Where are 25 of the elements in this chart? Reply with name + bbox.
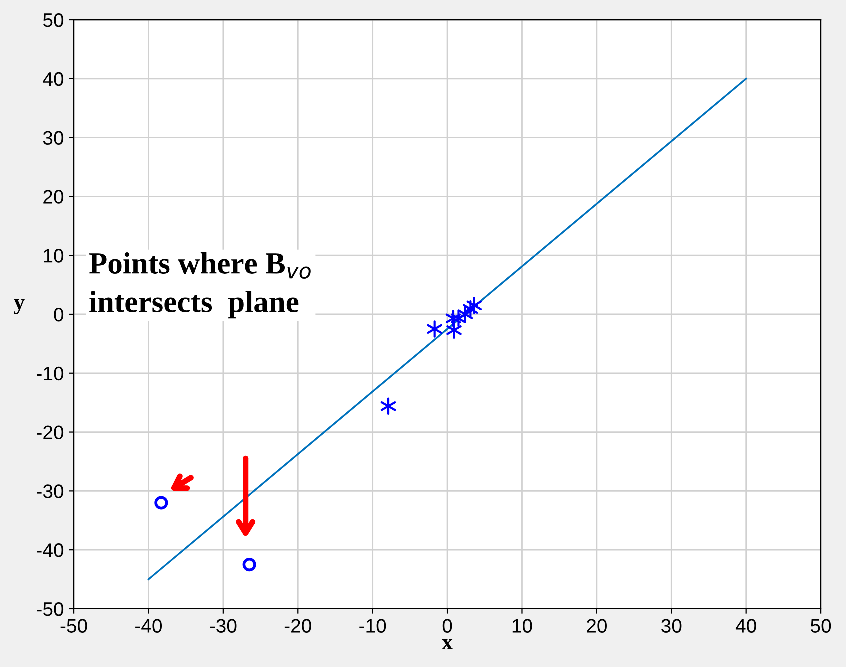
x-tick-label: -10 — [360, 619, 386, 633]
y-tick-label: -40 — [37, 544, 64, 558]
y-tick-label: -20 — [37, 426, 64, 440]
y-axis-title: y — [14, 299, 25, 314]
x-tick-label: -40 — [136, 619, 162, 633]
y-tick-label: -30 — [37, 484, 64, 498]
x-tick-label: 20 — [587, 619, 607, 633]
y-tick-label: 10 — [44, 249, 64, 263]
y-tick-label: 40 — [43, 72, 64, 86]
x-tick-label: 50 — [811, 619, 832, 633]
y-tick-label: 30 — [43, 131, 64, 146]
x-axis-title: x — [442, 639, 453, 650]
y-tick-label: 20 — [44, 190, 64, 204]
y-tick-label: -50 — [37, 602, 64, 616]
x-tick-label: 30 — [662, 619, 682, 633]
x-tick-label: 10 — [512, 619, 532, 633]
x-tick-label: 40 — [736, 619, 756, 633]
x-tick-label: -20 — [284, 619, 312, 633]
x-tick-label: -50 — [60, 619, 88, 633]
y-tick-label: 50 — [43, 13, 64, 28]
x-tick-label: 0 — [442, 619, 452, 633]
x-tick-label: -30 — [210, 619, 237, 633]
y-tick-label: 0 — [54, 308, 64, 322]
y-tick-label: -10 — [37, 366, 64, 381]
annotation: Points where B$_{vo}$ intersects plane — [89, 252, 311, 319]
